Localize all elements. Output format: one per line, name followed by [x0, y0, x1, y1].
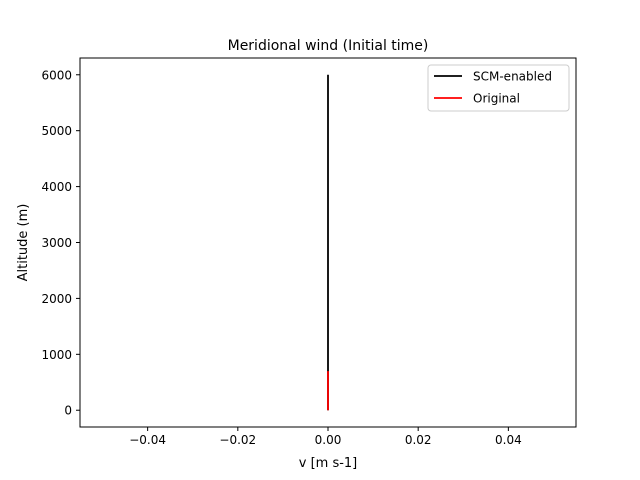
y-tick-label: 2000 — [41, 292, 72, 306]
x-tick-label: 0.04 — [495, 433, 522, 447]
x-tick-label: 0.02 — [405, 433, 432, 447]
legend-box — [427, 64, 570, 112]
x-tick-label: 0.00 — [315, 433, 342, 447]
x-axis-ticks: −0.04 −0.02 0.00 0.02 0.04 — [129, 427, 522, 447]
y-tick-label: 5000 — [41, 124, 72, 138]
y-axis-label: Altitude (m) — [16, 204, 31, 282]
legend-label-1: Original — [473, 92, 520, 106]
y-tick-label: 0 — [64, 404, 72, 418]
legend-label-0: SCM-enabled — [473, 70, 552, 84]
y-tick-label: 3000 — [41, 236, 72, 250]
y-axis-ticks: 0 1000 2000 3000 4000 5000 6000 — [41, 68, 80, 418]
y-tick-label: 1000 — [41, 348, 72, 362]
y-tick-label: 6000 — [41, 68, 72, 82]
x-tick-label: −0.04 — [129, 433, 166, 447]
chart-title: Meridional wind (Initial time) — [228, 38, 429, 54]
x-tick-label: −0.02 — [219, 433, 256, 447]
y-tick-label: 4000 — [41, 180, 72, 194]
legend: SCM-enabled Original — [427, 64, 570, 112]
x-axis-label: v [m s-1] — [299, 456, 358, 471]
